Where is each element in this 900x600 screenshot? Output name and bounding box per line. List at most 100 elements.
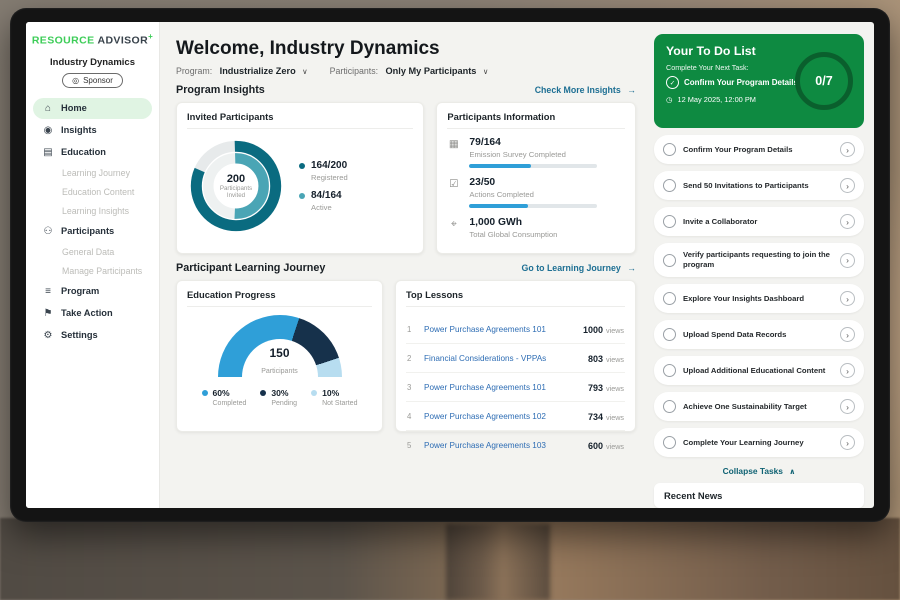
take-action-icon: ⚑ xyxy=(43,307,53,319)
program-filter[interactable]: Program: Industrialize Zero ∨ xyxy=(176,66,308,76)
lesson-rank: 3 xyxy=(407,382,412,392)
legend-label: Completed xyxy=(212,400,247,407)
program-filter-value[interactable]: Industrialize Zero xyxy=(219,66,296,76)
recent-news-card[interactable]: Recent News xyxy=(654,483,864,508)
sidebar-item-general-data[interactable]: General Data xyxy=(33,243,152,261)
task-checkbox[interactable] xyxy=(663,143,676,156)
participants-filter[interactable]: Participants: Only My Participants ∨ xyxy=(330,66,489,76)
chevron-right-icon[interactable]: › xyxy=(840,178,855,193)
clock-icon: ◷ xyxy=(666,95,673,104)
todo-task[interactable]: Complete Your Learning Journey › xyxy=(654,428,864,457)
chevron-right-icon[interactable]: › xyxy=(840,214,855,229)
check-more-insights-link[interactable]: Check More Insights → xyxy=(535,85,636,95)
lesson-link[interactable]: Power Purchase Agreements 102 xyxy=(424,411,546,421)
lesson-rank: 1 xyxy=(407,324,412,334)
task-checkbox[interactable] xyxy=(663,436,676,449)
sidebar-item-learning-insights[interactable]: Learning Insights xyxy=(33,202,152,220)
actions-icon: ☑ xyxy=(449,178,459,190)
legend-dot xyxy=(201,390,208,396)
lesson-link[interactable]: Power Purchase Agreements 101 xyxy=(424,382,546,392)
lesson-views: 803 xyxy=(587,354,604,364)
task-checkbox[interactable] xyxy=(663,400,676,413)
sidebar-item-label: Education xyxy=(61,147,106,157)
sidebar-item-insights[interactable]: ◉ Insights xyxy=(33,120,152,141)
task-checkbox[interactable] xyxy=(663,292,676,305)
education-icon: ▤ xyxy=(43,146,53,158)
chevron-down-icon[interactable]: ∨ xyxy=(482,67,489,76)
card-title: Education Progress xyxy=(187,289,372,307)
logo-secondary: ADVISOR xyxy=(97,34,149,47)
task-checkbox[interactable] xyxy=(663,328,676,341)
lesson-link[interactable]: Power Purchase Agreements 103 xyxy=(424,440,546,450)
lesson-link[interactable]: Power Purchase Agreements 101 xyxy=(424,324,546,334)
go-to-learning-journey-link[interactable]: Go to Learning Journey → xyxy=(522,263,636,273)
lesson-row[interactable]: 3 Power Purchase Agreements 101 793 views xyxy=(406,373,625,402)
info-row-survey: ▦ 79/164 Emission Survey Completed xyxy=(447,137,625,168)
legend-dot xyxy=(311,390,318,396)
sidebar: RESOURCE ADVISOR+ Industry Dynamics ◎ Sp… xyxy=(26,22,160,508)
todo-task[interactable]: Upload Spend Data Records › xyxy=(654,320,864,349)
chevron-right-icon[interactable]: › xyxy=(840,363,855,378)
participants-filter-value[interactable]: Only My Participants xyxy=(385,66,477,76)
info-row-actions: ☑ 23/50 Actions Completed xyxy=(447,177,625,208)
sidebar-item-label: Insights xyxy=(61,125,97,135)
sidebar-item-education-content[interactable]: Education Content xyxy=(33,183,152,201)
task-checkbox[interactable] xyxy=(663,364,676,377)
todo-task[interactable]: Invite a Collaborator › xyxy=(654,207,864,236)
todo-task[interactable]: Explore Your Insights Dashboard › xyxy=(654,284,864,313)
consumption-icon: ⌖ xyxy=(450,218,457,230)
chevron-right-icon[interactable]: › xyxy=(840,252,855,268)
lesson-row[interactable]: 2 Financial Considerations - VPPAs 803 vi… xyxy=(406,344,625,373)
sidebar-item-settings[interactable]: ⚙ Settings xyxy=(33,325,152,346)
sidebar-item-home[interactable]: ⌂ Home xyxy=(33,97,152,119)
sidebar-item-take-action[interactable]: ⚑ Take Action xyxy=(33,303,152,324)
lesson-row[interactable]: 1 Power Purchase Agreements 101 1000 view… xyxy=(406,315,625,344)
invited-donut-body: 200 Participants Invited 164/200 Registe… xyxy=(187,137,413,233)
todo-task[interactable]: Upload Additional Educational Content › xyxy=(654,356,864,385)
home-icon: ⌂ xyxy=(44,102,52,114)
info-label: Total Global Consumption xyxy=(469,230,558,239)
sponsor-icon: ◎ xyxy=(72,75,80,85)
chevron-right-icon[interactable]: › xyxy=(840,291,855,306)
sidebar-item-manage-participants[interactable]: Manage Participants xyxy=(33,262,152,280)
lesson-row[interactable]: 4 Power Purchase Agreements 102 734 views xyxy=(406,402,625,431)
legend-dot xyxy=(299,192,305,199)
chevron-right-icon[interactable]: › xyxy=(840,399,855,414)
app-logo: RESOURCE ADVISOR+ xyxy=(26,32,159,47)
task-checkbox[interactable] xyxy=(663,253,676,267)
todo-task[interactable]: Verify participants requesting to join t… xyxy=(654,243,864,277)
todo-next-task-label: Confirm Your Program Details xyxy=(684,78,798,87)
gauge-legend: 60% Completed 30% Pending xyxy=(187,388,372,407)
task-checkbox[interactable] xyxy=(663,215,676,228)
sidebar-item-program[interactable]: ≡ Program xyxy=(33,281,152,302)
chevron-down-icon[interactable]: ∨ xyxy=(302,67,308,76)
todo-header-card: Your To Do List Complete Your Next Task:… xyxy=(654,34,864,128)
education-progress-card: Education Progress 150 Participants xyxy=(176,280,383,432)
lesson-views: 1000 xyxy=(582,325,604,335)
participants-icon: ⚇ xyxy=(43,225,53,237)
arrow-right-icon: → xyxy=(627,263,636,273)
task-checkbox[interactable] xyxy=(663,179,676,192)
invited-donut-chart: 200 Participants Invited xyxy=(189,139,283,233)
sidebar-item-learning-journey[interactable]: Learning Journey xyxy=(33,164,152,182)
collapse-tasks-link[interactable]: Collapse Tasks ∧ xyxy=(654,466,864,476)
lesson-row[interactable]: 5 Power Purchase Agreements 103 600 views xyxy=(406,431,625,459)
sidebar-item-participants[interactable]: ⚇ Participants xyxy=(33,221,152,242)
sponsor-badge: ◎ Sponsor xyxy=(62,72,123,88)
lesson-link[interactable]: Financial Considerations - VPPAs xyxy=(424,353,547,363)
chevron-right-icon[interactable]: › xyxy=(840,142,855,157)
logo-plus: + xyxy=(148,32,154,41)
chevron-right-icon[interactable]: › xyxy=(840,435,855,450)
todo-task[interactable]: Send 50 Invitations to Participants › xyxy=(654,171,864,200)
card-title: Participants Information xyxy=(447,111,625,129)
lesson-views-label: views xyxy=(606,326,624,335)
legend-value: 84/164 xyxy=(311,190,342,201)
donut-center: 200 Participants Invited xyxy=(189,139,283,233)
legend-dot xyxy=(260,390,267,396)
task-label: Confirm Your Program Details xyxy=(683,144,793,154)
todo-task[interactable]: Confirm Your Program Details › xyxy=(654,135,864,164)
sidebar-item-label: Program xyxy=(61,286,100,296)
sidebar-item-education[interactable]: ▤ Education xyxy=(33,142,152,163)
chevron-right-icon[interactable]: › xyxy=(840,327,855,342)
todo-task[interactable]: Achieve One Sustainability Target › xyxy=(654,392,864,421)
